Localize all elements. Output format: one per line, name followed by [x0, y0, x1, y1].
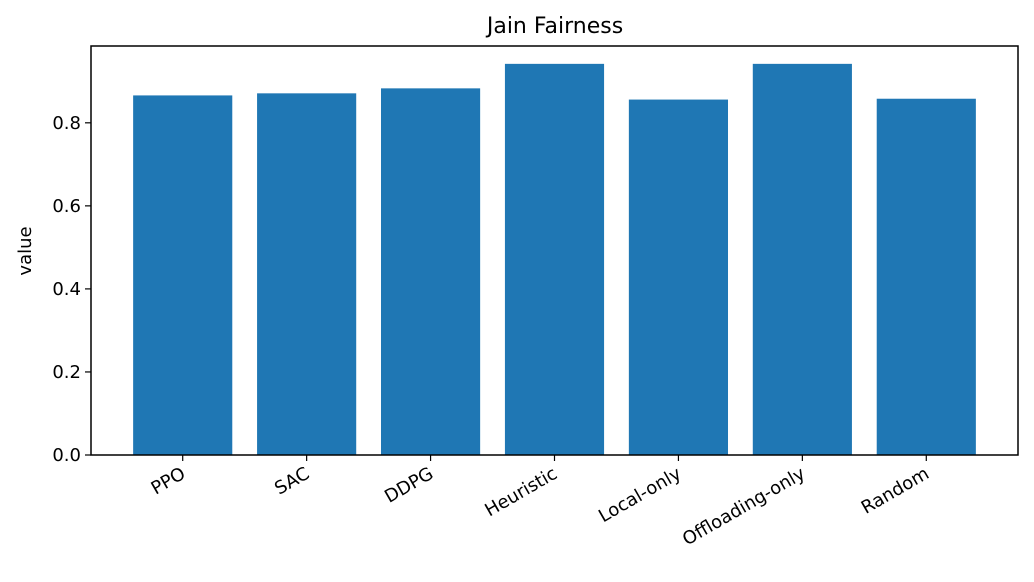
- y-tick-label: 0.6: [52, 196, 81, 217]
- y-tick-label: 0.4: [52, 279, 81, 300]
- chart-title: Jain Fairness: [485, 14, 623, 39]
- bar-local-only: [628, 99, 729, 456]
- y-axis-ticks: 0.0 0.2 0.4 0.6 0.8: [52, 113, 91, 466]
- y-axis-label: value: [15, 226, 36, 275]
- bars-group: [133, 63, 976, 456]
- plot-frame: [90, 45, 1019, 456]
- bar-heuristic: [504, 63, 605, 455]
- x-tick-label: Random: [858, 463, 933, 518]
- x-tick-label: SAC: [271, 463, 313, 499]
- x-tick-label: DDPG: [381, 463, 437, 507]
- y-tick-label: 0.0: [52, 445, 81, 466]
- bar-ppo: [133, 95, 233, 456]
- y-tick-label: 0.2: [52, 362, 81, 383]
- x-tick-label: Offloading-only: [679, 463, 809, 550]
- x-axis-ticks: PPO SAC DDPG Heuristic Local-onlyOffloading-…: [148, 455, 933, 550]
- x-tick-label: Heuristic: [481, 463, 561, 521]
- y-tick-label: 0.8: [52, 113, 81, 134]
- bar-ddpg: [380, 88, 481, 455]
- x-tick-label: Local-only: [595, 463, 685, 527]
- bar-random: [876, 98, 976, 455]
- x-tick-label: PPO: [148, 463, 190, 499]
- bar-sac: [257, 93, 357, 455]
- bar-offloading-only: [752, 63, 852, 455]
